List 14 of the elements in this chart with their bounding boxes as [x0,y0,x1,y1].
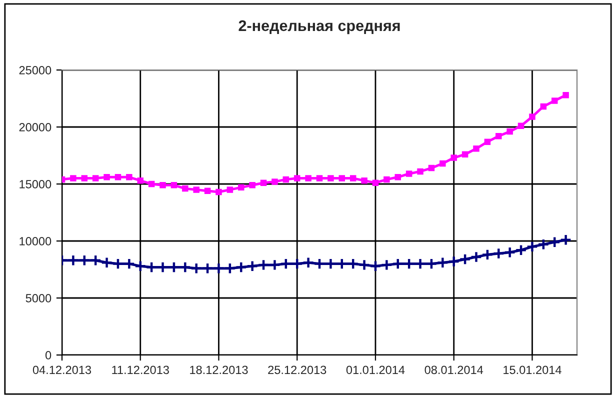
chart-title: 2-недельная средняя [238,20,400,34]
y-tick-label: 25000 [19,66,52,74]
y-tick-label: 0 [45,351,52,360]
x-tick-label: 08.01.2014 [424,366,484,374]
x-tick-label: 18.12.2013 [190,366,248,374]
x-tick-label: 04.12.2013 [32,366,92,374]
x-tick-label: 01.01.2014 [346,366,405,374]
x-tick-label: 15.01.2014 [504,366,562,374]
y-tick-label: 10000 [20,237,52,246]
y-tick-label: 15000 [20,180,52,188]
y-tick-label: 20000 [19,123,52,132]
x-tick-label: 11.12.2013 [112,366,169,374]
y-tick-label: 5000 [26,294,52,302]
x-tick-label: 25.12.2013 [268,366,326,374]
